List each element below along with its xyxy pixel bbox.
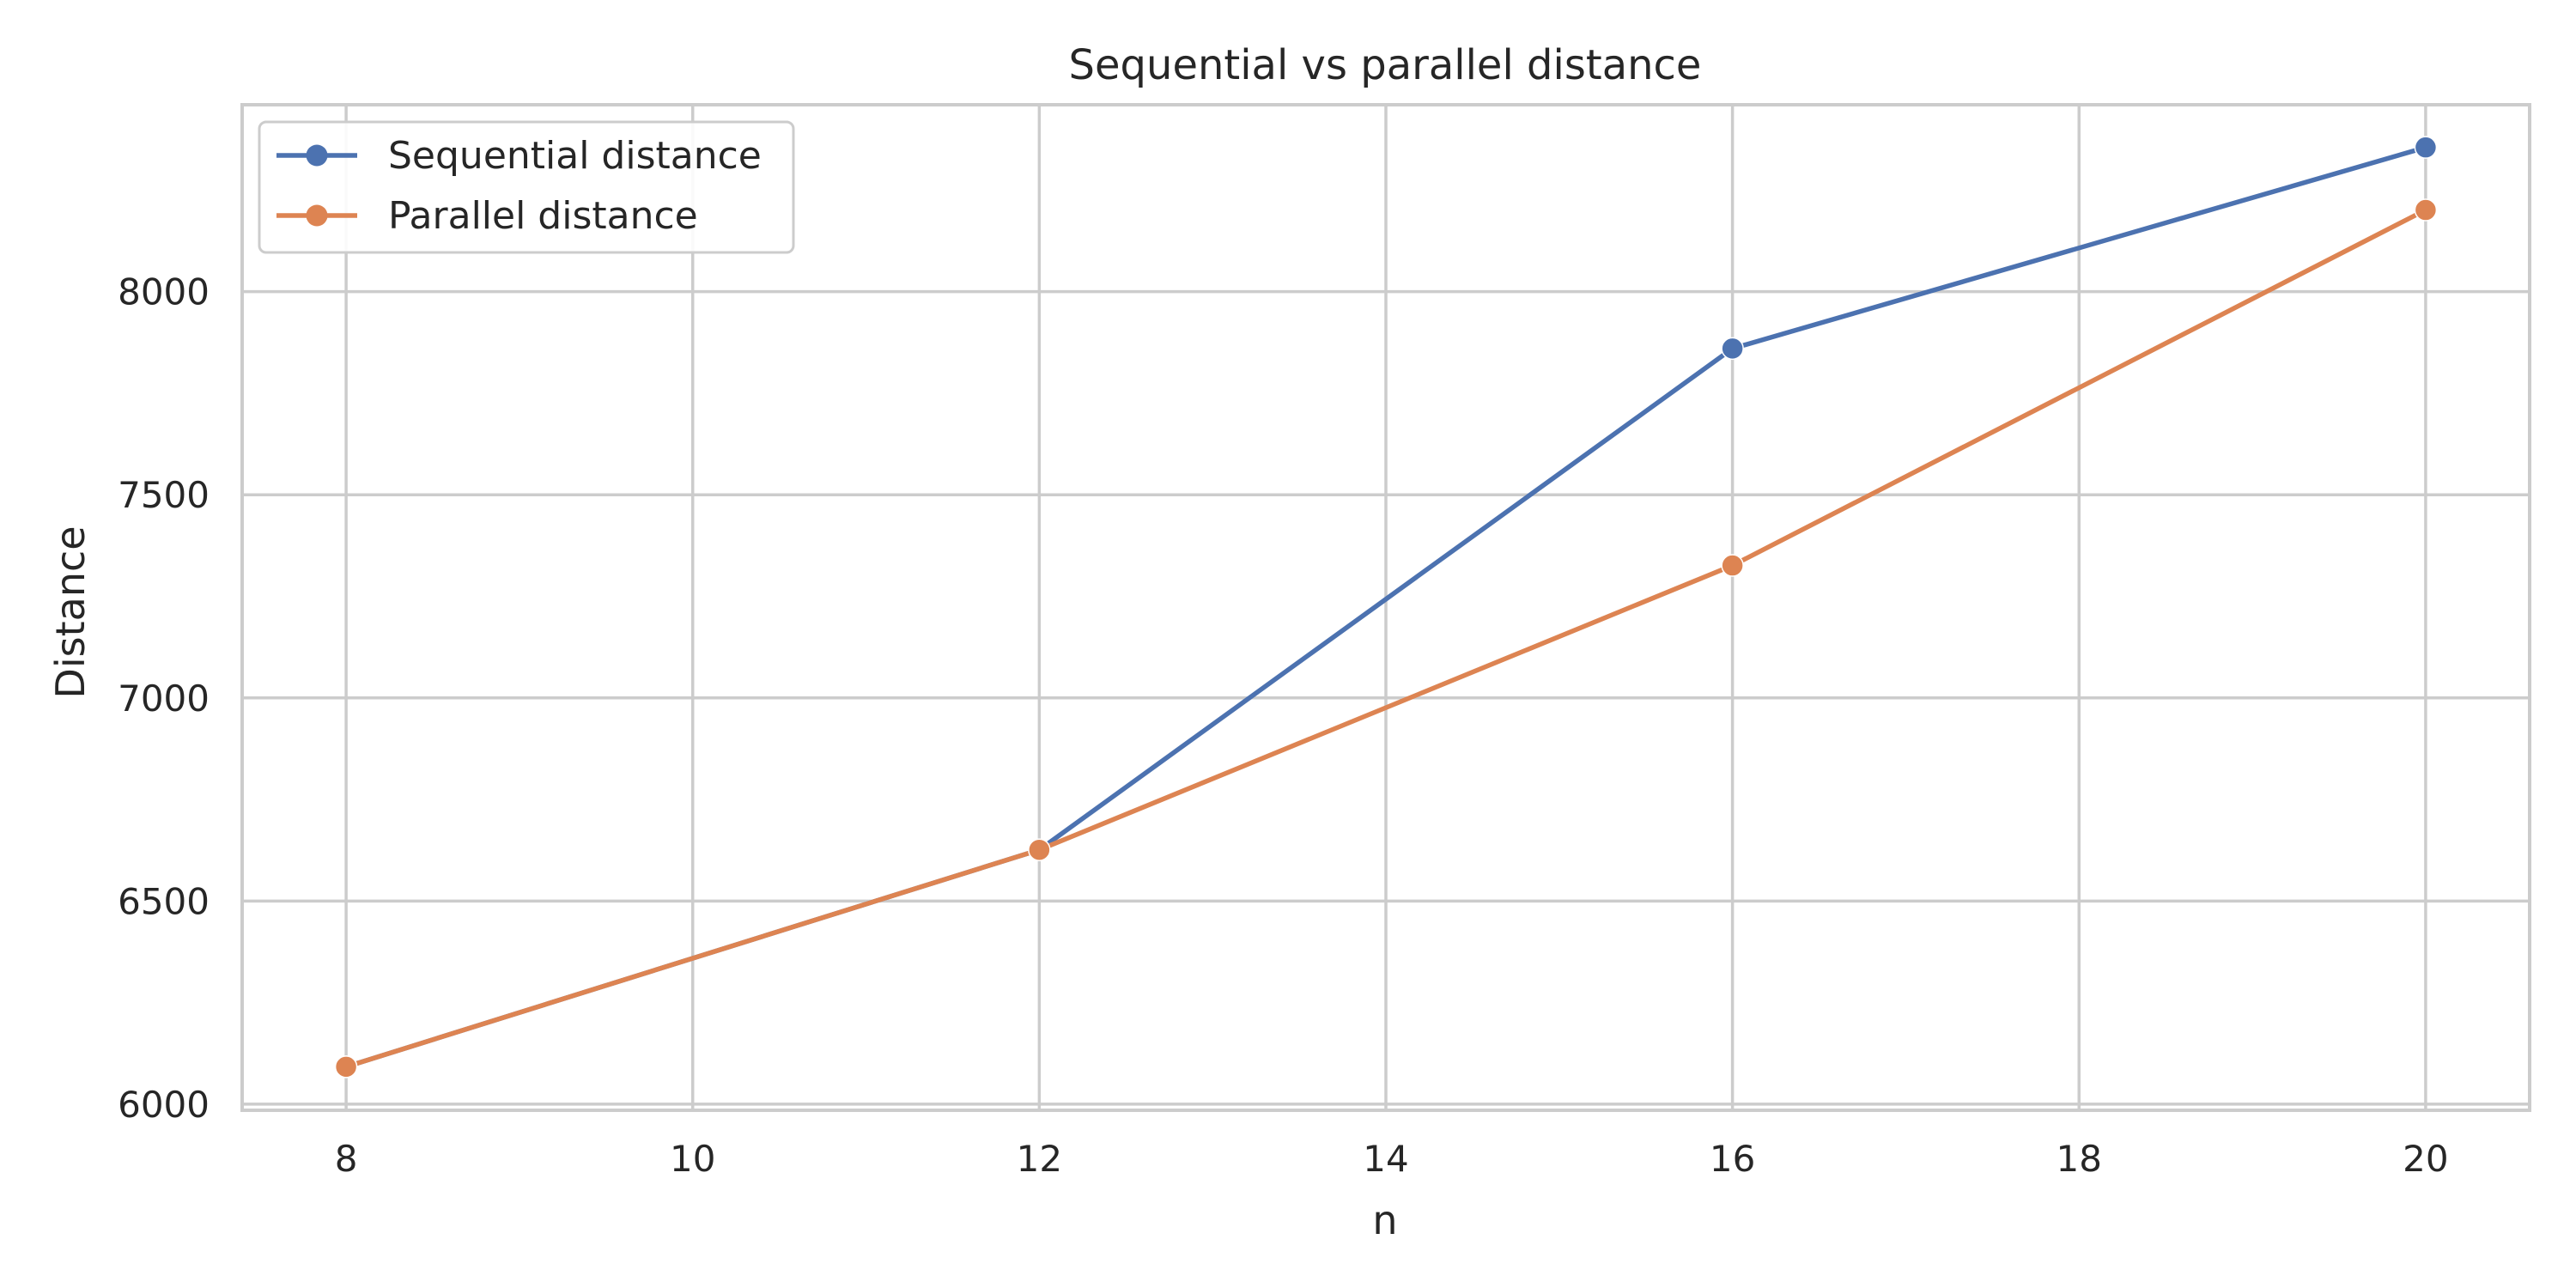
y-tick-label: 7500: [118, 474, 210, 516]
y-tick-label: 6500: [118, 880, 210, 922]
legend-marker: [306, 144, 328, 167]
x-axis-label: n: [1372, 1197, 1397, 1243]
data-point: [1721, 337, 1744, 361]
tick-layer: 8 10 12 14 16 18 20 6000 6500 7000 7500 8000: [118, 271, 2449, 1180]
legend-marker: [306, 204, 328, 227]
chart-title: Sequential vs parallel distance: [1069, 41, 1702, 89]
y-axis-label: Distance: [47, 526, 94, 698]
y-tick-label: 6000: [118, 1084, 210, 1126]
x-tick-label: 10: [670, 1138, 715, 1180]
y-tick-label: 8000: [118, 271, 210, 313]
data-point: [334, 1055, 358, 1078]
series-parallel: [334, 198, 2438, 1078]
y-tick-label: 7000: [118, 677, 210, 720]
x-tick-label: 8: [335, 1138, 358, 1180]
x-tick-label: 20: [2403, 1138, 2448, 1180]
x-tick-label: 16: [1710, 1138, 1755, 1180]
x-tick-label: 18: [2057, 1138, 2102, 1180]
series-layer: [334, 136, 2438, 1078]
data-point: [2414, 198, 2438, 222]
grid-layer: [242, 105, 2530, 1110]
legend-label: Sequential distance: [388, 134, 762, 178]
data-point: [1028, 838, 1051, 861]
series-line: [343, 207, 2428, 1070]
x-tick-label: 12: [1017, 1138, 1062, 1180]
data-point: [1721, 554, 1744, 577]
plot-frame: [240, 103, 2531, 1112]
legend-box: [258, 120, 795, 254]
x-tick-label: 14: [1363, 1138, 1408, 1180]
legend: Sequential distance Parallel distance: [258, 120, 795, 254]
data-point: [2414, 136, 2438, 159]
legend-label: Parallel distance: [388, 194, 698, 238]
